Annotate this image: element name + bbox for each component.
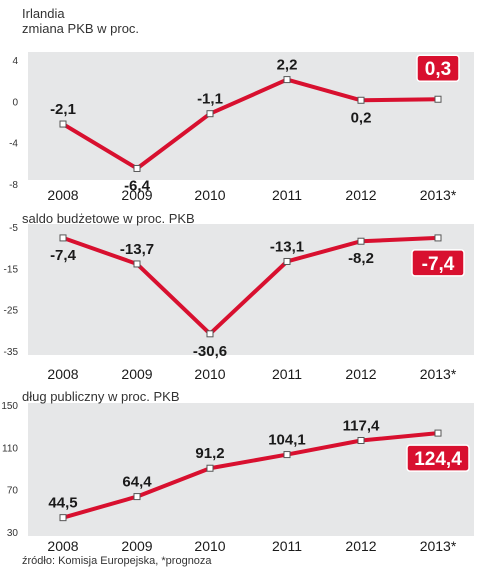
panel-2-highlight-label: -7,4 (422, 254, 455, 275)
panel-3-data-label: 104,1 (268, 432, 306, 449)
panel-2-xtick-label: 2008 (47, 366, 78, 382)
panel-3-xtick-label: 2008 (47, 538, 78, 554)
panel-1-xtick-label: 2012 (345, 187, 376, 203)
panel-1-xtick-label: 2008 (47, 187, 78, 203)
panel-2-data-point (59, 234, 67, 242)
panel-3-data-point (357, 437, 365, 445)
panel-2-data-point (357, 237, 365, 245)
panel-2-title: saldo budżetowe w proc. PKB (22, 211, 195, 226)
panel-1-background (28, 52, 474, 180)
panel-3-data-point (283, 451, 291, 459)
panel-2-ytick-label: -5 (9, 223, 18, 234)
panel-3-background (28, 403, 474, 536)
panel-3-data-point (133, 493, 141, 501)
country-title: Irlandia (22, 6, 65, 21)
panel-3-ytick-label: 110 (2, 443, 18, 454)
panel-1-ytick-label: 0 (12, 97, 18, 108)
panel-3-data-point (59, 514, 67, 522)
panel-2-xtick-label: 2012 (345, 366, 376, 382)
panel-2-data-label: -13,7 (120, 241, 154, 258)
panel-1-xtick-label: 2009 (121, 187, 152, 203)
panel-1-data-label: -6,4 (124, 177, 151, 194)
panel-1-data-label: 0,2 (351, 109, 372, 126)
panel-3-highlight-box (406, 444, 470, 472)
panel-3-ytick-label: 150 (1, 401, 18, 412)
panel-1-highlight-box (416, 54, 460, 82)
panel-2-data-label: -30,6 (193, 343, 227, 360)
panel-3-data-label: 64,4 (122, 474, 152, 491)
panel-3-series-line (61, 431, 440, 520)
panel-2-xtick-label: 2009 (121, 366, 152, 382)
panel-1-data-label: -2,1 (50, 101, 76, 118)
panel-1-data-point (133, 164, 141, 172)
panel-1-xtick-label: 2013* (420, 187, 457, 203)
panel-1-data-label: 2,2 (277, 57, 298, 74)
panel-2-data-label: -7,4 (50, 247, 77, 264)
panel-3-highlight-label: 124,4 (414, 449, 462, 470)
panel-2-ytick-label: -35 (4, 347, 19, 358)
panel-1-xtick-label: 2011 (272, 187, 302, 203)
panel-1-data-point (434, 95, 442, 103)
panel-1-data-point (206, 110, 214, 118)
panel-2-xtick-label: 2011 (272, 366, 302, 382)
panel-3-data-label: 117,4 (343, 418, 380, 435)
panel-2-data-label: -8,2 (348, 250, 374, 267)
panel-1-highlight-label: 0,3 (425, 59, 451, 80)
source-note: źródło: Komisja Europejska, *prognoza (22, 555, 212, 567)
panel-3-xtick-label: 2010 (194, 538, 225, 554)
panel-2-background (28, 224, 474, 355)
panel-1-data-point (357, 96, 365, 104)
panel-3-data-label: 44,5 (48, 495, 77, 512)
panel-1-ytick-label: -8 (9, 180, 18, 191)
panel-1-title: zmiana PKB w proc. (22, 21, 140, 36)
panel-2-ytick-label: -25 (4, 306, 19, 317)
panel-3-data-point (434, 429, 442, 437)
panel-2-xtick-label: 2013* (420, 366, 457, 382)
panel-2-data-label: -13,1 (270, 238, 304, 255)
panel-2-data-point (434, 234, 442, 242)
panel-2-series-line (61, 235, 440, 336)
panel-2-data-point (206, 330, 214, 338)
panel-1-ytick-label: -4 (9, 139, 18, 150)
panel-2-data-point (133, 260, 141, 268)
panel-3-data-label: 91,2 (195, 445, 224, 462)
panel-3-ytick-label: 30 (7, 528, 19, 539)
panel-3-data-point (206, 464, 214, 472)
panel-1-ytick-label: 4 (12, 56, 18, 67)
panel-3-title: dług publiczny w proc. PKB (22, 389, 180, 404)
panel-2-data-point (283, 257, 291, 265)
panel-3-xtick-label: 2009 (121, 538, 152, 554)
panel-1-data-label: -1,1 (197, 91, 223, 108)
panel-2-xtick-label: 2010 (194, 366, 225, 382)
panel-1-xtick-label: 2010 (194, 187, 225, 203)
panel-3-xtick-label: 2012 (345, 538, 376, 554)
panel-2-highlight-box (411, 249, 465, 277)
panel-3-ytick-label: 70 (7, 486, 19, 497)
panel-3-xtick-label: 2011 (272, 538, 302, 554)
panel-3-xtick-label: 2013* (420, 538, 457, 554)
panel-1-series-line (61, 77, 440, 171)
panel-2-ytick-label: -15 (4, 264, 19, 275)
panel-1-data-point (283, 76, 291, 84)
panel-1-data-point (59, 120, 67, 128)
